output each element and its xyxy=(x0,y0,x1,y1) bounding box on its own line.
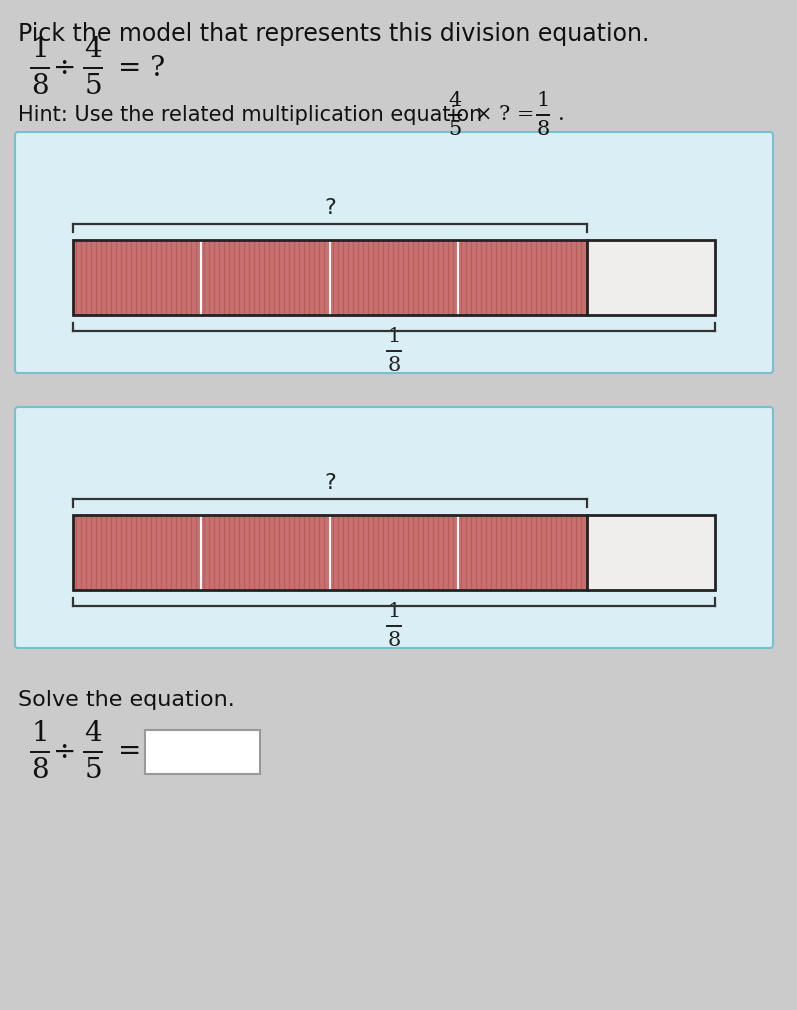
Text: 8: 8 xyxy=(31,73,49,100)
FancyBboxPatch shape xyxy=(15,132,773,373)
Text: 1: 1 xyxy=(31,36,49,63)
Text: 8: 8 xyxy=(387,356,401,375)
Text: ?: ? xyxy=(324,473,336,493)
FancyBboxPatch shape xyxy=(15,407,773,648)
Bar xyxy=(145,730,260,774)
Text: 8: 8 xyxy=(387,631,401,650)
Text: 1: 1 xyxy=(536,91,550,110)
Bar xyxy=(73,515,202,590)
Text: 8: 8 xyxy=(536,120,550,139)
Text: =: = xyxy=(118,738,141,766)
Text: 1: 1 xyxy=(387,327,401,346)
Text: 4: 4 xyxy=(84,720,102,747)
Text: × ? =: × ? = xyxy=(475,105,535,124)
Bar xyxy=(202,515,330,590)
Text: 4: 4 xyxy=(449,91,461,110)
Bar xyxy=(73,515,715,590)
Text: ÷: ÷ xyxy=(53,738,77,766)
Bar xyxy=(73,240,202,315)
Bar xyxy=(73,515,715,590)
Text: 1: 1 xyxy=(387,602,401,621)
Text: 1: 1 xyxy=(31,720,49,747)
Text: 8: 8 xyxy=(31,758,49,784)
Text: ÷: ÷ xyxy=(53,55,77,82)
Text: Pick the model that represents this division equation.: Pick the model that represents this divi… xyxy=(18,22,650,46)
Text: Solve the equation.: Solve the equation. xyxy=(18,690,235,710)
Bar xyxy=(458,240,587,315)
Text: 5: 5 xyxy=(449,120,461,139)
Text: .: . xyxy=(558,105,565,124)
Bar xyxy=(202,240,330,315)
Bar xyxy=(330,240,458,315)
Text: = ?: = ? xyxy=(118,55,165,82)
Bar xyxy=(73,240,715,315)
Text: ?: ? xyxy=(324,198,336,218)
Bar xyxy=(458,515,587,590)
Text: 5: 5 xyxy=(84,758,102,784)
Text: 4: 4 xyxy=(84,36,102,63)
Text: Hint: Use the related multiplication equation: Hint: Use the related multiplication equ… xyxy=(18,105,482,125)
Bar xyxy=(330,515,458,590)
Bar xyxy=(73,240,715,315)
Text: 5: 5 xyxy=(84,73,102,100)
